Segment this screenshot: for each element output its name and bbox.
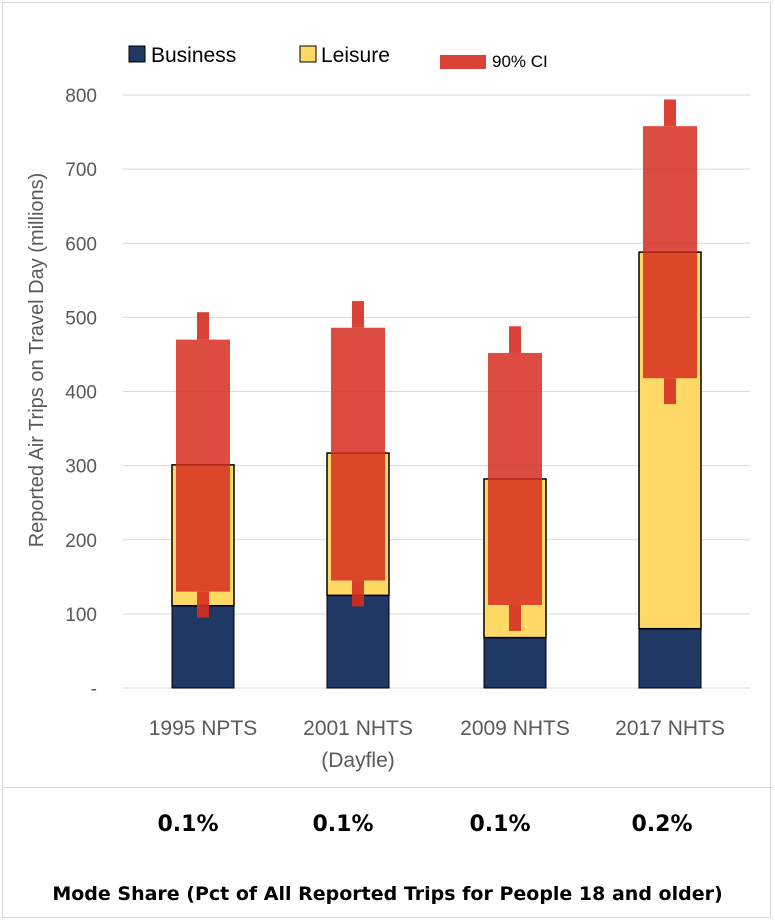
business-bar [171, 605, 235, 689]
confidence-intervals [176, 99, 697, 631]
y-tick-label: 500 [65, 308, 97, 329]
x-tick-label: (Dayfle) [321, 749, 395, 772]
ci-total-whisker [509, 326, 521, 353]
section-divider [2, 787, 773, 788]
ci-total-whisker [352, 301, 364, 328]
ci-business-box [331, 453, 385, 581]
y-tick-label: - [91, 679, 97, 700]
ci-total-whisker [197, 312, 209, 340]
legend-label-business: Business [151, 44, 236, 67]
y-tick-label: 100 [65, 605, 97, 626]
ci-lower-whisker [664, 378, 676, 405]
legend-swatch-leisure [299, 45, 317, 63]
ci-total-box [643, 126, 697, 253]
x-tick-label: 1995 NPTS [149, 717, 258, 740]
ci-business-box [488, 478, 542, 605]
mode-share-value: 0.1% [157, 812, 219, 837]
y-tick-label: 200 [65, 531, 97, 552]
ci-business-whisker [197, 591, 209, 618]
business-bar [638, 628, 702, 689]
legend-label-ci: 90% CI [492, 52, 548, 71]
y-tick-label: 300 [65, 457, 97, 478]
legend-swatch-ci [440, 55, 486, 69]
x-tick-label: 2009 NHTS [460, 717, 570, 740]
ci-lower-box [643, 252, 697, 379]
stacked-bar-chart: - 100 200 300 400 500 600 700 800 1995 NPTS 2001 … [26, 44, 750, 772]
ci-total-box [488, 352, 542, 479]
x-tick-label: 2001 NHTS [303, 717, 413, 740]
y-axis-ticks: - 100 200 300 400 500 600 700 800 [65, 86, 97, 700]
y-tick-label: 600 [65, 234, 97, 255]
legend-swatch-business [128, 45, 146, 63]
ci-total-whisker [664, 99, 676, 127]
mode-share-value: 0.1% [312, 812, 374, 837]
x-tick-label: 2017 NHTS [615, 717, 725, 740]
y-tick-label: 800 [65, 86, 97, 107]
y-axis-label: Reported Air Trips on Travel Day (millio… [26, 173, 48, 548]
business-bar [483, 637, 547, 689]
ci-total-box [331, 327, 385, 454]
ci-business-whisker [352, 580, 364, 607]
legend-label-leisure: Leisure [321, 44, 390, 67]
legend: Business Leisure 90% CI [128, 44, 548, 71]
business-bar [326, 594, 390, 689]
mode-share-value: 0.1% [469, 812, 531, 837]
mode-share-value: 0.2% [631, 812, 693, 837]
y-tick-label: 700 [65, 160, 97, 181]
ci-total-box [176, 339, 230, 465]
ci-business-box [176, 464, 230, 592]
ci-business-whisker [509, 604, 521, 631]
mode-share-caption: Mode Share (Pct of All Reported Trips fo… [52, 883, 723, 905]
x-axis-ticks: 1995 NPTS 2001 NHTS (Dayfle) 2009 NHTS 2017 … [149, 717, 725, 772]
y-tick-label: 400 [65, 383, 97, 404]
